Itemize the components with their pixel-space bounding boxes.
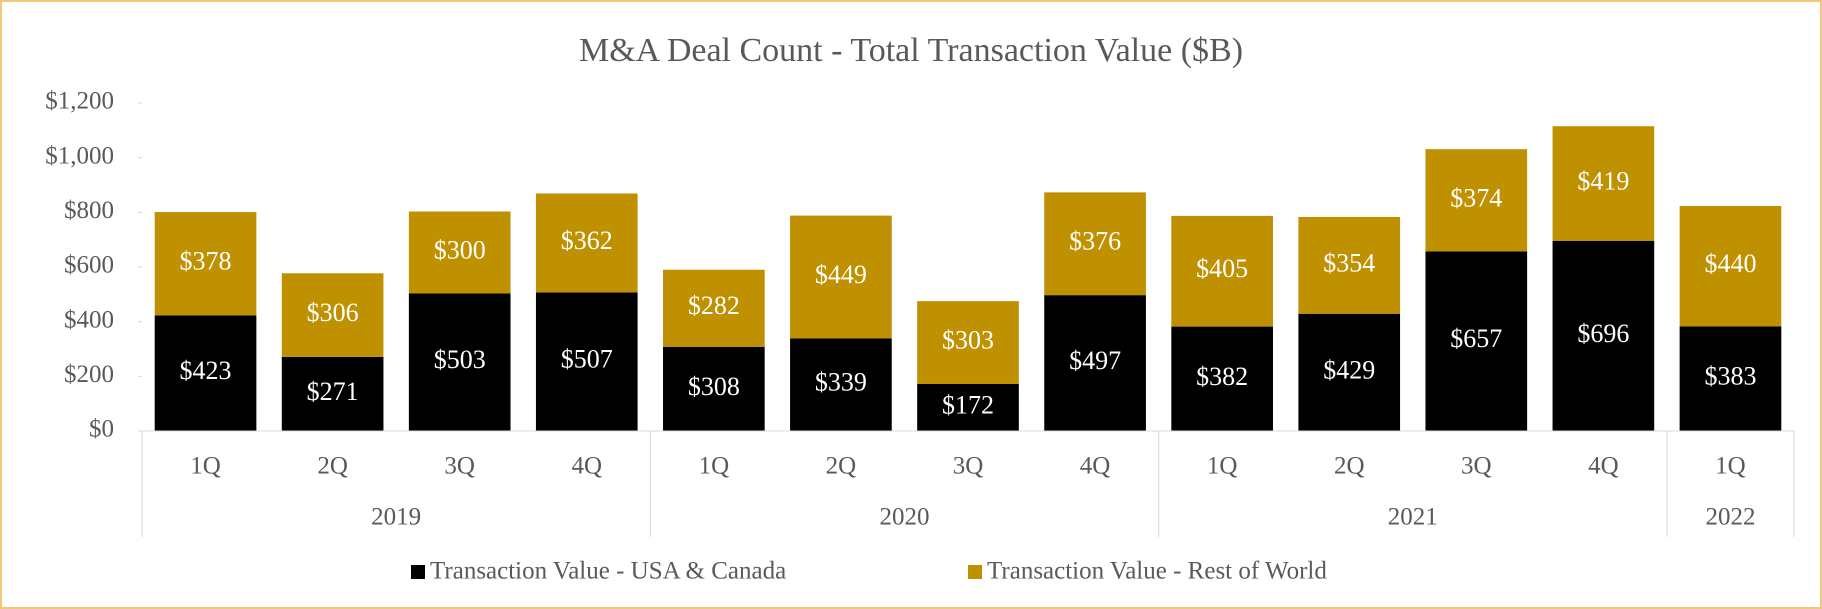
legend-label: Transaction Value - USA & Canada bbox=[430, 558, 786, 585]
bar-segment bbox=[281, 273, 384, 357]
y-tick-label: $1,200 bbox=[45, 88, 114, 115]
x-tick-label: 3Q bbox=[444, 453, 475, 480]
bar-segment bbox=[154, 212, 257, 316]
x-tick-label: 1Q bbox=[699, 453, 730, 480]
bar-segment bbox=[663, 346, 765, 431]
data-label: $507 bbox=[561, 345, 613, 374]
data-label: $172 bbox=[942, 390, 994, 419]
bar-segment bbox=[154, 315, 257, 431]
legend-swatch bbox=[968, 565, 982, 579]
y-tick-label: $0 bbox=[89, 416, 114, 443]
y-tick-label: $800 bbox=[64, 197, 114, 224]
legend-label: Transaction Value - Rest of World bbox=[987, 558, 1327, 585]
x-tick-label: 3Q bbox=[953, 453, 984, 480]
data-label: $497 bbox=[1069, 346, 1121, 375]
bar-segment bbox=[1298, 216, 1401, 314]
bar-segment bbox=[1552, 240, 1655, 431]
legend-swatch bbox=[411, 565, 425, 579]
data-label: $657 bbox=[1450, 324, 1502, 353]
y-tick-label: $600 bbox=[64, 252, 114, 279]
x-group-label: 2021 bbox=[1388, 504, 1438, 531]
data-label: $306 bbox=[307, 298, 359, 327]
y-tick-label: $200 bbox=[64, 361, 114, 388]
x-tick-label: 4Q bbox=[1588, 453, 1619, 480]
y-tick-label: $1,000 bbox=[45, 142, 114, 169]
bar-segment bbox=[281, 356, 384, 431]
x-group-label: 2022 bbox=[1705, 504, 1755, 531]
x-tick-label: 2Q bbox=[826, 453, 857, 480]
bar-segment bbox=[1425, 149, 1528, 252]
x-tick-label: 3Q bbox=[1461, 453, 1492, 480]
data-label: $300 bbox=[434, 235, 486, 264]
bar-segment bbox=[1044, 192, 1146, 296]
data-label: $405 bbox=[1196, 254, 1248, 283]
bar-segment bbox=[917, 301, 1019, 384]
bar-segment bbox=[408, 293, 511, 431]
x-tick-label: 1Q bbox=[190, 453, 221, 480]
x-group-label: 2019 bbox=[371, 504, 421, 531]
data-label: $271 bbox=[307, 377, 359, 406]
bar-segment bbox=[1171, 215, 1273, 327]
bar-segment bbox=[1298, 313, 1401, 431]
bar-segment bbox=[663, 269, 765, 347]
data-label: $378 bbox=[180, 247, 232, 276]
x-tick-label: 4Q bbox=[1080, 453, 1111, 480]
data-label: $503 bbox=[434, 345, 486, 374]
x-tick-label: 2Q bbox=[317, 453, 348, 480]
data-label: $376 bbox=[1069, 227, 1121, 256]
data-label: $362 bbox=[561, 226, 613, 255]
x-tick-label: 2Q bbox=[1334, 453, 1365, 480]
bar-segment bbox=[1679, 326, 1782, 431]
data-label: $423 bbox=[180, 356, 232, 385]
bar-segment bbox=[1425, 251, 1528, 431]
bar-segment bbox=[1552, 126, 1655, 241]
x-tick-label: 4Q bbox=[571, 453, 602, 480]
bar-segment bbox=[790, 215, 892, 339]
bar-segment bbox=[535, 292, 638, 431]
data-label: $440 bbox=[1704, 249, 1756, 278]
data-label: $429 bbox=[1323, 355, 1375, 384]
data-label: $308 bbox=[688, 372, 740, 401]
bar-segment bbox=[790, 338, 892, 431]
data-label: $354 bbox=[1323, 248, 1375, 277]
data-label: $303 bbox=[942, 326, 994, 355]
y-tick-label: $400 bbox=[64, 306, 114, 333]
bar-segment bbox=[917, 383, 1019, 431]
bar-segment bbox=[535, 193, 638, 293]
x-tick-label: 1Q bbox=[1207, 453, 1238, 480]
bar-segment bbox=[1171, 326, 1273, 431]
x-group-label: 2020 bbox=[879, 504, 929, 531]
chart-title: M&A Deal Count - Total Transaction Value… bbox=[579, 32, 1243, 69]
bar-segment bbox=[1679, 206, 1782, 327]
data-label: $282 bbox=[688, 291, 740, 320]
data-label: $419 bbox=[1577, 166, 1629, 195]
data-label: $696 bbox=[1577, 319, 1629, 348]
data-label: $449 bbox=[815, 260, 867, 289]
data-label: $339 bbox=[815, 368, 867, 397]
data-label: $383 bbox=[1704, 362, 1756, 391]
bar-segment bbox=[1044, 295, 1146, 431]
data-label: $374 bbox=[1450, 183, 1502, 212]
bar-segment bbox=[408, 211, 511, 294]
data-label: $382 bbox=[1196, 362, 1248, 391]
x-tick-label: 1Q bbox=[1715, 453, 1746, 480]
